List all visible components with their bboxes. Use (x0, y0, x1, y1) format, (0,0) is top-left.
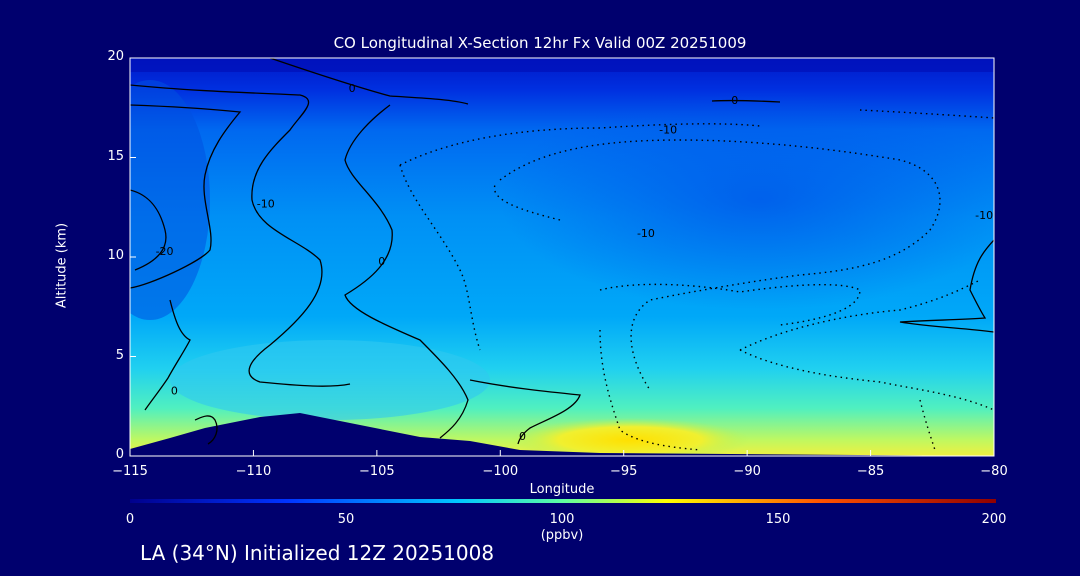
x-tick-label: −85 (856, 464, 885, 479)
y-axis-label: Altitude (km) (54, 222, 70, 309)
y-tick-label: 15 (107, 148, 124, 164)
contour-labels: 0 -10 0 -20 0 0 0 -10 -10 -10 (156, 82, 994, 443)
y-tick-label: 0 (115, 447, 124, 462)
colorbar-units: (ppbv) (540, 528, 584, 543)
x-tick-label: −105 (358, 464, 395, 479)
contour-label: -10 (257, 197, 275, 210)
x-tick-label: −80 (980, 464, 1008, 479)
colorbar-tick-label: 150 (765, 512, 791, 527)
x-tick-marks (129, 450, 995, 456)
y-tick-label: 20 (107, 49, 124, 64)
colorbar-tick-label: 50 (337, 512, 355, 527)
x-tick-label: −110 (235, 464, 272, 479)
footer-caption: LA (34°N) Initialized 12Z 20251008 (140, 541, 495, 565)
contour-label: 0 (378, 255, 385, 268)
x-tick-label: −115 (112, 464, 148, 479)
negative-contours (399, 109, 994, 451)
colorbar-tick-label: 0 (125, 512, 135, 527)
contour-label: 0 (519, 430, 526, 443)
contour-label: -10 (975, 209, 993, 222)
contour-label: 0 (171, 384, 178, 397)
chart-title: CO Longitudinal X-Section 12hr Fx Valid … (333, 34, 747, 52)
contour-lines (130, 58, 994, 445)
y-tick-label: 5 (115, 347, 124, 363)
co-maximum (510, 418, 750, 456)
contour-label: -20 (156, 245, 174, 258)
y-tick-marks (130, 57, 136, 457)
co-field (130, 58, 994, 456)
y-tick-label: 10 (107, 248, 124, 263)
colorbar-tick-label: 200 (981, 512, 1007, 527)
x-axis-label: Longitude (529, 482, 595, 497)
contour-label: 0 (349, 82, 356, 95)
contour-label: -10 (637, 227, 655, 240)
contour-label: 0 (731, 94, 738, 107)
x-tick-label: −100 (482, 464, 519, 479)
colorbar-tick-label: 100 (549, 512, 575, 527)
x-tick-label: −90 (733, 464, 761, 479)
contour-label: -10 (659, 124, 677, 137)
x-tick-label: −95 (609, 464, 638, 479)
terrain (130, 413, 994, 456)
colorbar (130, 499, 996, 503)
